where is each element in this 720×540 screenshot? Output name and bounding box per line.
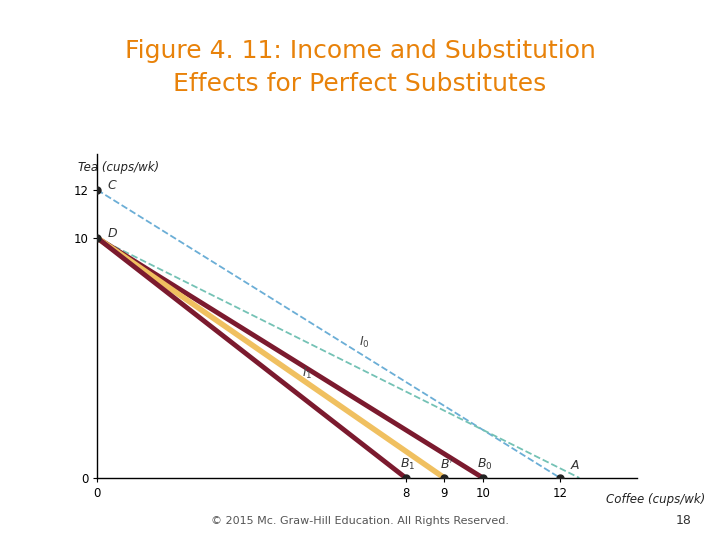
Text: $I_0$: $I_0$ — [359, 335, 370, 350]
Text: $A$: $A$ — [570, 459, 580, 472]
Text: Effects for Perfect Substitutes: Effects for Perfect Substitutes — [174, 72, 546, 96]
Text: Figure 4. 11: Income and Substitution: Figure 4. 11: Income and Substitution — [125, 39, 595, 63]
Text: $C$: $C$ — [107, 179, 117, 192]
Text: 18: 18 — [675, 514, 691, 526]
Text: Tea (cups/wk): Tea (cups/wk) — [78, 161, 159, 174]
Text: © 2015 Mc. Graw-Hill Education. All Rights Reserved.: © 2015 Mc. Graw-Hill Education. All Righ… — [211, 516, 509, 526]
Text: Coffee (cups/wk): Coffee (cups/wk) — [606, 493, 706, 506]
Text: $I_1$: $I_1$ — [302, 366, 312, 381]
Text: $B'$: $B'$ — [441, 457, 454, 472]
Text: $B_0$: $B_0$ — [477, 457, 492, 472]
Text: $B_1$: $B_1$ — [400, 457, 415, 472]
Text: $D$: $D$ — [107, 227, 118, 240]
